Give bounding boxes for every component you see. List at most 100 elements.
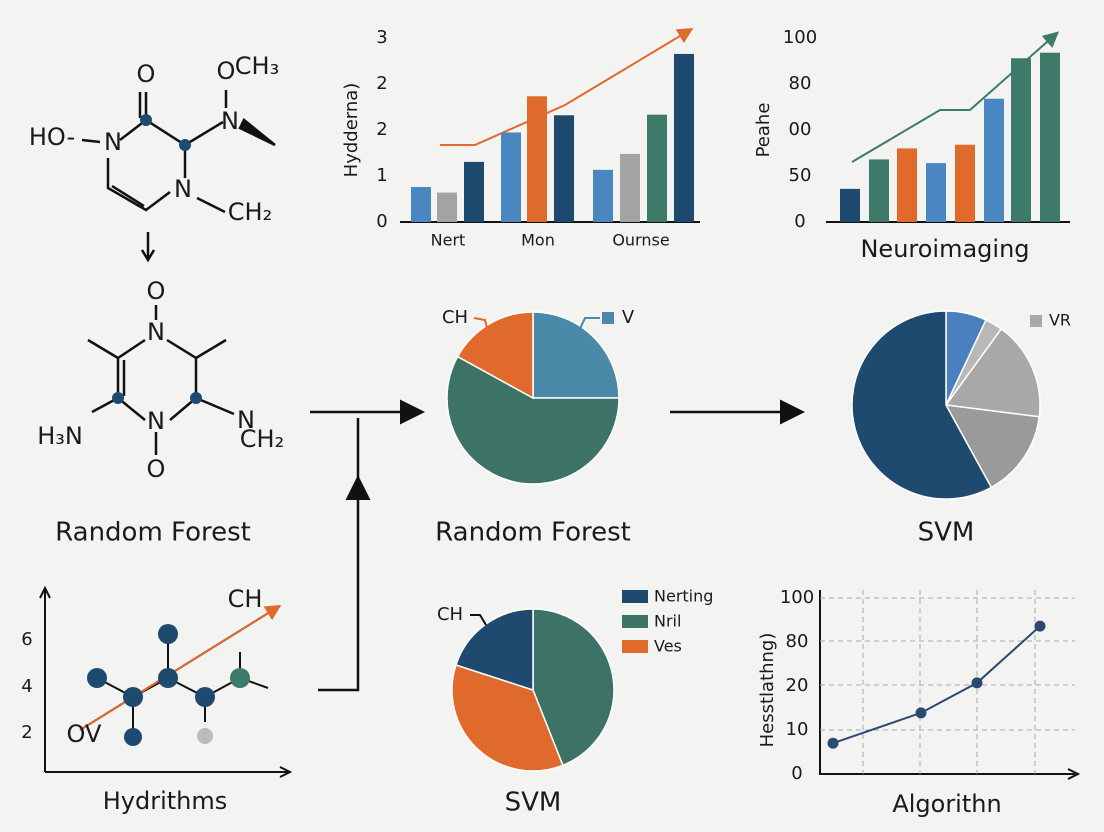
label: 20	[786, 675, 809, 696]
label: Algorithn	[892, 790, 1001, 818]
label: Nril	[654, 612, 681, 631]
label: Ves	[654, 637, 682, 656]
pie-slice	[532, 311, 620, 399]
label: Mon	[521, 231, 555, 250]
label: Peahe	[753, 103, 774, 158]
label: OV	[67, 720, 102, 748]
label: VR	[1049, 311, 1071, 330]
label: CH	[228, 585, 263, 613]
bar	[926, 163, 946, 222]
bar	[1011, 58, 1031, 222]
label: CH₂	[240, 425, 284, 453]
label: Random Forest	[55, 518, 251, 548]
scatter-molecule	[79, 604, 282, 746]
label: 0	[376, 211, 387, 232]
legend-swatch	[622, 615, 648, 628]
label: 80	[789, 73, 812, 94]
label: N	[221, 107, 239, 135]
label: 2	[376, 119, 387, 140]
leader	[574, 317, 600, 341]
label: O	[137, 60, 156, 88]
label: 100	[783, 27, 817, 48]
pie-slice	[451, 664, 564, 772]
line	[832, 625, 1041, 745]
bar	[674, 53, 694, 222]
pie-slice	[944, 327, 1041, 418]
label: HO-	[29, 123, 75, 151]
legend-swatch	[622, 640, 648, 653]
label: 4	[21, 676, 32, 697]
pie-slice	[456, 311, 534, 400]
point	[827, 737, 839, 749]
label: O	[147, 277, 166, 305]
label: 0	[794, 211, 805, 232]
label: H₃N	[37, 422, 83, 450]
label: N	[104, 128, 122, 156]
label: N	[147, 407, 165, 435]
label: O	[147, 455, 166, 483]
pie-slice	[532, 608, 615, 767]
bar	[1040, 52, 1060, 222]
label: Hydrithms	[103, 787, 228, 815]
bar	[464, 161, 484, 222]
label: Hydderna)	[341, 83, 362, 178]
label: V	[622, 307, 635, 328]
label: 10	[786, 719, 809, 740]
label: CH	[437, 604, 463, 625]
label: 50	[789, 165, 812, 186]
leader	[470, 614, 487, 626]
pie-slice	[851, 310, 993, 500]
label: 100	[780, 587, 814, 608]
bar	[620, 153, 640, 222]
label: Neuroimaging	[860, 235, 1029, 263]
label: SVM	[918, 518, 975, 548]
point	[1034, 620, 1046, 632]
legend-swatch	[1030, 315, 1042, 327]
bar	[647, 114, 667, 222]
connectors	[310, 399, 805, 692]
label: O	[217, 57, 236, 85]
bar	[840, 188, 860, 222]
atom-dots	[112, 114, 202, 404]
label: 00	[789, 119, 812, 140]
label: 2	[376, 73, 387, 94]
bar	[869, 159, 889, 222]
bar	[593, 169, 613, 222]
label: SVM	[505, 788, 562, 818]
label: N	[237, 406, 255, 434]
legend-swatch	[602, 312, 614, 324]
label: N	[147, 318, 165, 346]
bar	[554, 115, 574, 222]
label: CH₃	[235, 52, 279, 80]
label: N	[174, 175, 192, 203]
leader	[473, 317, 491, 341]
bar	[984, 98, 1004, 222]
label: CH₂	[228, 198, 272, 226]
label: Random Forest	[435, 518, 631, 548]
label: 80	[786, 631, 809, 652]
trend-arrow	[440, 27, 694, 146]
bar	[411, 187, 431, 222]
label: Nerting	[654, 587, 713, 606]
point	[971, 677, 983, 689]
label: Nert	[431, 231, 466, 250]
label: Ournse	[612, 231, 669, 250]
legend-swatch	[622, 590, 648, 603]
label: CH	[442, 307, 468, 328]
label: 3	[376, 27, 387, 48]
bar	[527, 96, 547, 222]
label: Hesstlathng)	[757, 633, 778, 748]
bar	[955, 144, 975, 222]
grid	[820, 590, 1075, 774]
pie-slice	[446, 355, 620, 485]
molecule-bonds	[81, 90, 276, 455]
bar	[897, 148, 917, 222]
point	[915, 707, 927, 719]
bar	[437, 192, 457, 222]
label: 6	[21, 629, 32, 650]
bar	[501, 132, 521, 222]
label: 0	[791, 763, 802, 784]
label: 1	[376, 165, 387, 186]
label: 2	[21, 722, 32, 743]
